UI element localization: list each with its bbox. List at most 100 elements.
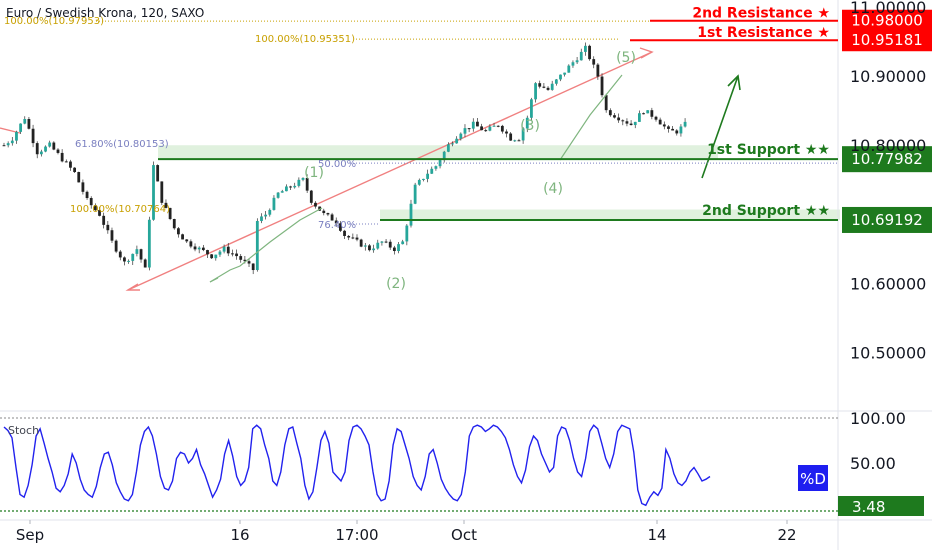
resistance-1-label: 1st Resistance ★ <box>697 25 830 41</box>
candle-body <box>293 185 297 188</box>
candle-body <box>152 165 155 220</box>
candle <box>2 142 6 147</box>
candle <box>413 182 417 205</box>
candle <box>214 254 218 261</box>
candle <box>625 118 629 127</box>
candle <box>654 115 658 122</box>
candle <box>73 167 76 173</box>
fib-label: 100.00%(10.95351) <box>255 34 355 45</box>
stoch-legend-box[interactable] <box>798 465 828 491</box>
candle <box>123 256 126 266</box>
candle <box>106 221 110 234</box>
stoch-line <box>3 424 711 507</box>
price-tick-label: 11.00000 <box>850 0 926 17</box>
candle-body <box>388 241 392 248</box>
support-2-price-label: 10.69192 <box>851 211 923 229</box>
candle <box>359 238 363 248</box>
candle-body <box>426 173 429 179</box>
candle-body <box>401 241 405 245</box>
candle-body <box>226 246 230 254</box>
candle <box>15 130 18 144</box>
candle <box>334 217 338 227</box>
candle-body <box>81 182 85 192</box>
candle-body <box>584 45 587 52</box>
candle-body <box>289 186 292 188</box>
candle-body <box>131 253 135 261</box>
candle <box>492 122 496 127</box>
candle-body <box>330 214 334 221</box>
candle-body <box>397 244 400 252</box>
candle <box>193 243 197 252</box>
candle <box>77 171 81 183</box>
candle-body <box>492 125 496 127</box>
candle-body <box>106 224 110 231</box>
candle-body <box>172 219 176 229</box>
candle <box>305 174 309 193</box>
candle-body <box>422 178 425 180</box>
time-tick-label: 16 <box>230 526 249 544</box>
candle-body <box>185 239 189 242</box>
candle-body <box>455 138 459 144</box>
candle <box>56 148 60 155</box>
candle-body <box>243 259 247 262</box>
stoch-tick-label: 50.00 <box>850 454 896 473</box>
candle <box>392 245 396 255</box>
candle <box>633 121 637 129</box>
candle-body <box>571 62 575 66</box>
trend-arrow-left <box>125 283 140 291</box>
candle <box>517 138 521 142</box>
candle-body <box>621 120 625 122</box>
candle-body <box>413 184 417 204</box>
candle <box>19 123 23 134</box>
support-2-label: 2nd Support ★★ <box>702 203 830 219</box>
resistance-2-price-box <box>842 9 932 32</box>
candle <box>10 136 14 146</box>
time-tick-label: 22 <box>777 526 796 544</box>
candle <box>646 110 650 114</box>
candle-body <box>409 203 413 226</box>
candle <box>571 60 575 68</box>
fib-label: 50.00% <box>318 159 356 170</box>
candle <box>613 113 616 119</box>
candle <box>505 129 508 138</box>
candle-body <box>542 86 546 88</box>
candle-body <box>35 143 39 155</box>
candle <box>197 246 201 254</box>
candle <box>338 221 342 232</box>
candle-body <box>446 144 450 152</box>
candle-body <box>143 259 147 268</box>
price-tick-label: 10.50000 <box>850 344 926 363</box>
stoch-legend-label[interactable]: %D <box>800 470 826 488</box>
stoch-indicator-title[interactable]: Stoch <box>8 424 40 437</box>
candle-body <box>600 76 604 96</box>
support-2-price-box <box>842 206 932 233</box>
candle-body <box>164 202 168 208</box>
resistance-1-price-box <box>842 29 932 52</box>
candle <box>289 185 292 191</box>
candle <box>114 239 118 254</box>
candle <box>521 127 525 144</box>
candle <box>642 112 645 115</box>
candle-body <box>64 161 68 163</box>
candle-body <box>654 116 658 120</box>
candle <box>156 164 160 182</box>
candle-body <box>27 119 31 129</box>
candle-body <box>60 152 64 162</box>
candle <box>455 136 459 144</box>
candle <box>185 239 189 244</box>
candle <box>530 97 533 121</box>
candle-body <box>496 125 500 127</box>
candle-body <box>476 121 479 127</box>
support-1-price-label: 10.77982 <box>851 150 923 168</box>
candle-body <box>93 205 97 211</box>
candle <box>39 149 43 157</box>
candle-body <box>177 228 180 235</box>
candle <box>604 93 608 113</box>
candle <box>23 116 27 125</box>
candle <box>459 132 463 141</box>
candle-body <box>118 251 122 258</box>
candle <box>247 258 251 267</box>
candle <box>52 141 56 151</box>
